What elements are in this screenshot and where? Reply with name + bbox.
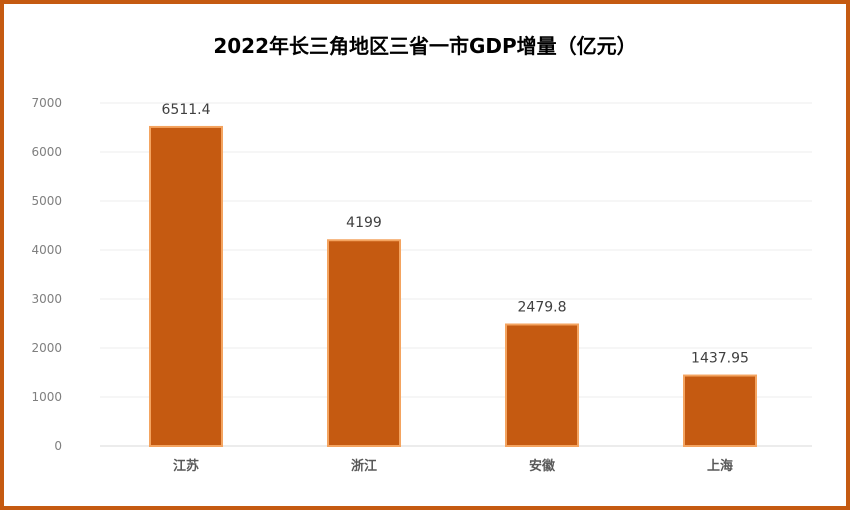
x-category-label: 浙江 bbox=[351, 458, 377, 474]
y-tick-label: 2000 bbox=[31, 341, 62, 355]
x-category-label: 安徽 bbox=[529, 458, 556, 474]
y-tick-label: 5000 bbox=[31, 194, 62, 208]
bar bbox=[149, 125, 223, 447]
y-tick-label: 3000 bbox=[31, 292, 62, 306]
data-label: 2479.8 bbox=[518, 299, 567, 315]
y-tick-label: 6000 bbox=[31, 145, 62, 159]
y-tick-label: 7000 bbox=[31, 96, 62, 110]
data-label: 1437.95 bbox=[691, 351, 749, 367]
chart-title: 2022年长三角地区三省一市GDP增量（亿元） bbox=[213, 34, 637, 58]
x-category-label: 上海 bbox=[707, 458, 733, 474]
bar bbox=[505, 323, 579, 448]
data-label: 6511.4 bbox=[162, 102, 211, 118]
data-label: 4199 bbox=[346, 215, 382, 231]
bar bbox=[327, 239, 401, 447]
y-tick-label: 4000 bbox=[31, 243, 62, 257]
x-category-label: 江苏 bbox=[173, 458, 199, 474]
y-tick-label: 1000 bbox=[31, 390, 62, 404]
y-tick-label: 0 bbox=[54, 439, 62, 453]
bar bbox=[683, 374, 757, 447]
